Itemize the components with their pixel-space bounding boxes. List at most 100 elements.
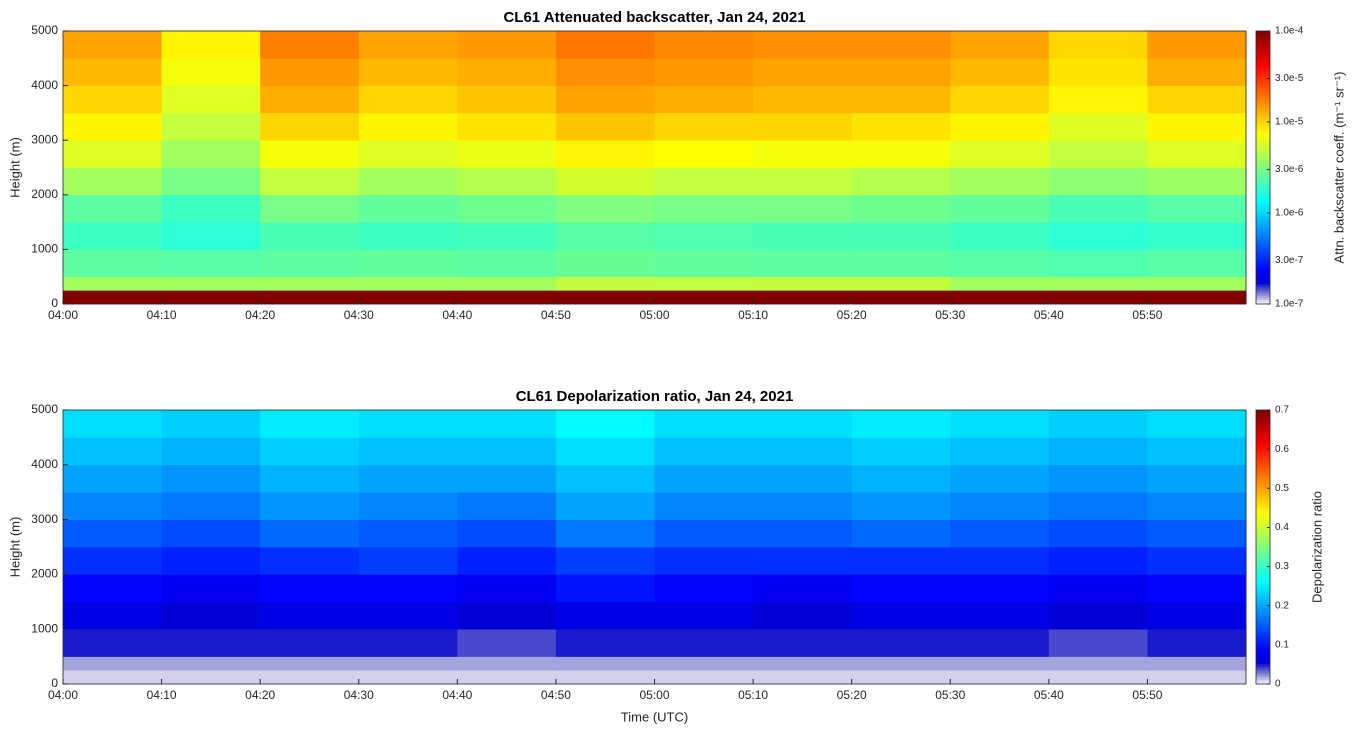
heat-cell <box>161 670 261 685</box>
colorbar-swatch <box>1256 140 1270 143</box>
heat-cell <box>851 31 951 59</box>
heat-cell <box>1147 492 1247 520</box>
colorbar-swatch <box>1256 574 1270 578</box>
colorbar-swatch <box>1256 283 1270 287</box>
heat-cell <box>1048 464 1148 493</box>
colorbar-swatch <box>1256 480 1270 484</box>
colorbar-swatch <box>1256 190 1270 194</box>
heat-cell <box>260 58 360 86</box>
heat-cell <box>555 194 655 223</box>
y-tick-label: 5000 <box>31 23 58 37</box>
colorbar-swatch <box>1256 37 1270 41</box>
heat-cell <box>1048 492 1148 520</box>
colorbar-swatch <box>1256 672 1270 676</box>
colorbar-swatch <box>1256 106 1270 109</box>
heat-cell <box>457 574 557 603</box>
heat-cell <box>161 464 261 493</box>
heat-cell <box>851 410 951 438</box>
heat-cell <box>161 492 261 520</box>
colorbar-swatch <box>1256 439 1270 443</box>
colorbar-swatch <box>1256 476 1270 479</box>
heat-cell <box>1048 112 1148 141</box>
heat-cell <box>555 290 655 305</box>
colorbar-swatch <box>1256 217 1270 221</box>
colorbar-swatch <box>1256 110 1270 114</box>
colorbar-swatch <box>1256 108 1270 112</box>
colorbar-swatch <box>1256 446 1270 450</box>
heat-cell <box>851 574 951 603</box>
colorbar-swatch <box>1256 31 1270 34</box>
heat-cell <box>161 276 261 291</box>
colorbar-swatch <box>1256 53 1270 57</box>
colorbar-swatch <box>1256 199 1270 203</box>
colorbar-swatch <box>1256 460 1270 464</box>
heat-cell <box>457 112 557 141</box>
heat-cell <box>753 629 853 657</box>
colorbar-swatch <box>1256 410 1270 413</box>
colorbar-swatch <box>1256 462 1270 466</box>
y-axis-label: Height (m) <box>7 137 22 198</box>
heat-cell <box>1048 629 1148 657</box>
heat-cell <box>260 601 360 630</box>
colorbar-swatch <box>1256 414 1270 418</box>
colorbar-swatch <box>1256 242 1270 246</box>
heat-cell <box>161 222 261 250</box>
heat-cell <box>753 249 853 277</box>
heat-cell <box>851 670 951 685</box>
colorbar-swatch <box>1256 665 1270 669</box>
colorbar-swatch <box>1256 556 1270 559</box>
x-axis-label: Time (UTC) <box>621 709 688 724</box>
heat-cell <box>654 276 754 291</box>
heat-cell <box>851 249 951 277</box>
colorbar-swatch <box>1256 681 1270 685</box>
heat-cell <box>358 222 458 250</box>
heat-cell <box>358 492 458 520</box>
heat-cell <box>457 670 557 685</box>
heat-cell <box>161 249 261 277</box>
heat-cell <box>358 670 458 685</box>
colorbar-swatch <box>1256 503 1270 507</box>
heat-cell <box>358 656 458 671</box>
x-tick-label: 05:20 <box>837 308 867 322</box>
heat-cell <box>555 656 655 671</box>
heat-cell <box>950 85 1050 114</box>
colorbar-swatch <box>1256 44 1270 48</box>
colorbar-swatch <box>1256 601 1270 605</box>
heat-cell <box>851 547 951 575</box>
heat-cell <box>753 519 853 548</box>
colorbar-swatch <box>1256 581 1270 585</box>
colorbar-swatch <box>1256 437 1270 441</box>
heat-cell <box>753 492 853 520</box>
heat-cell <box>654 222 754 250</box>
colorbar-swatch <box>1256 608 1270 612</box>
colorbar-swatch <box>1256 210 1270 214</box>
colorbar-swatch <box>1256 201 1270 205</box>
heat-cell <box>161 574 261 603</box>
colorbar-swatch <box>1256 60 1270 64</box>
colorbar-swatch <box>1256 78 1270 82</box>
colorbar-swatch <box>1256 483 1270 486</box>
heat-cell <box>457 58 557 86</box>
colorbar-swatch <box>1256 46 1270 50</box>
heat-cell <box>555 222 655 250</box>
colorbar-swatch <box>1256 633 1270 637</box>
heat-cell <box>1147 656 1247 671</box>
heat-cell <box>260 249 360 277</box>
heat-cell <box>555 574 655 603</box>
colorbar-swatch <box>1256 668 1270 671</box>
colorbar-swatch <box>1256 528 1270 532</box>
heat-cell <box>63 519 163 548</box>
colorbar-swatch <box>1256 238 1270 241</box>
colorbar-swatch <box>1256 181 1270 184</box>
heat-cell <box>260 574 360 603</box>
colorbar-swatch <box>1256 151 1270 155</box>
x-tick-label: 05:10 <box>738 688 768 702</box>
heat-cell <box>654 656 754 671</box>
heat-cell <box>555 464 655 493</box>
colorbar-swatch <box>1256 652 1270 655</box>
colorbar-swatch <box>1256 549 1270 553</box>
colorbar-swatch <box>1256 467 1270 470</box>
colorbar-swatch <box>1256 521 1270 525</box>
heat-cell <box>260 31 360 59</box>
heat-cell <box>358 629 458 657</box>
